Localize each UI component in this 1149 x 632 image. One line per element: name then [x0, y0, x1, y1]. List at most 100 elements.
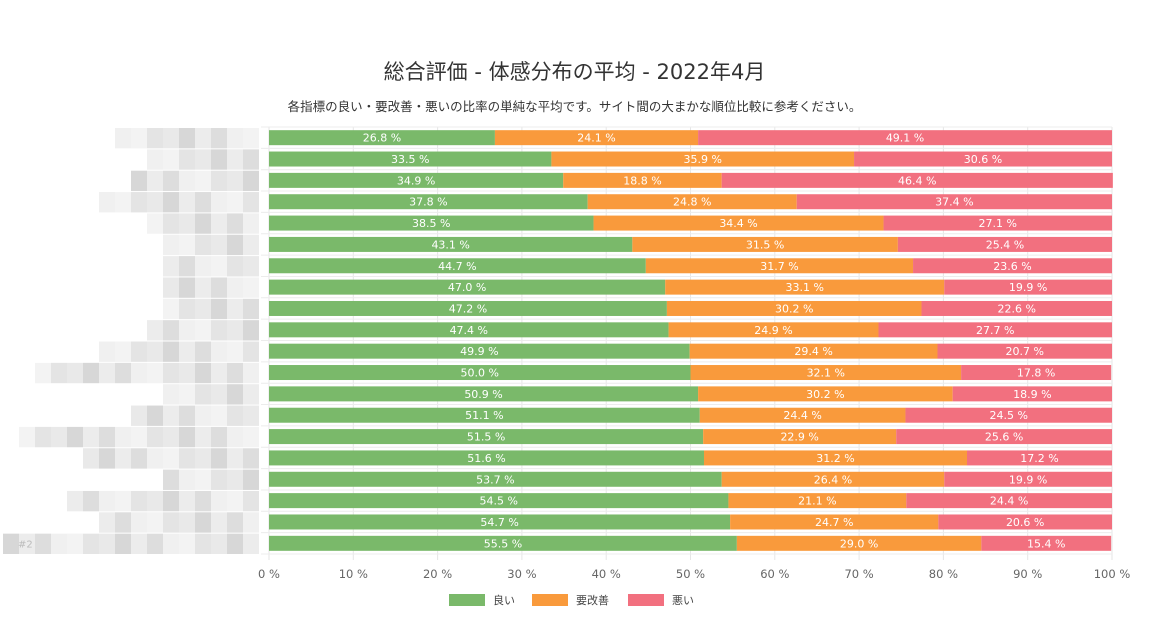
category-label-mask: [67, 490, 83, 512]
bar-segment: [269, 429, 704, 445]
category-label-mask: [131, 341, 147, 362]
bar-value-label: 30.2 %: [806, 388, 844, 401]
category-label-mask: [195, 320, 211, 341]
x-tick-label: 100 %: [1094, 567, 1131, 581]
bar-value-label: 21.1 %: [798, 495, 836, 508]
bar-segment: [645, 258, 914, 274]
category-label-mask: [227, 426, 243, 448]
category-label-mask: [67, 533, 83, 554]
category-label-mask: [195, 170, 211, 192]
category-label-mask: [195, 362, 211, 384]
category-label-mask: [131, 512, 147, 533]
category-label-mask: [179, 362, 195, 384]
category-label-mask: [211, 192, 227, 213]
bar-value-label: 24.4 %: [783, 409, 821, 422]
bar-value-label: 50.9 %: [464, 388, 502, 401]
bar-segment: [896, 429, 1112, 445]
category-label-mask: [147, 448, 163, 469]
bar-segment: [897, 236, 1112, 252]
legend: 良い 要改善 悪い: [449, 593, 694, 607]
bar-segment: [269, 236, 633, 252]
bar-segment: [730, 514, 939, 530]
category-label-mask: [179, 277, 195, 298]
category-label-mask: [179, 128, 195, 149]
category-label-mask: [195, 448, 211, 469]
bar-value-label: 47.4 %: [450, 324, 488, 337]
category-label-mask: [83, 448, 99, 469]
bar-value-label: 15.4 %: [1027, 537, 1065, 550]
x-tick-label: 70 %: [844, 567, 873, 581]
bar-value-label: 24.4 %: [990, 495, 1028, 508]
x-tick-label: 10 %: [339, 567, 368, 581]
category-label-mask: [227, 405, 243, 426]
bar-segment: [269, 450, 704, 466]
category-label-mask: [131, 170, 147, 192]
category-label-mask: [163, 405, 179, 426]
category-label-mask: [99, 490, 115, 512]
category-label-mask: [243, 213, 259, 234]
category-label-mask: [179, 170, 195, 192]
bar-segment: [269, 365, 691, 381]
bar-segment: [878, 322, 1112, 338]
legend-item: 良い: [449, 593, 515, 607]
bar-value-label: 44.7 %: [438, 260, 476, 273]
category-label-mask: [195, 512, 211, 533]
category-label-mask: [131, 362, 147, 384]
bar-value-label: 54.7 %: [480, 516, 518, 529]
category-label-mask: [163, 533, 179, 554]
category-label-mask: [147, 512, 163, 533]
bar-value-label: 50.0 %: [461, 367, 499, 380]
category-label-mask: [131, 448, 147, 469]
category-label-mask: [51, 533, 67, 554]
category-label-mask: [227, 533, 243, 554]
category-label-mask: [243, 170, 259, 192]
category-label-mask: [115, 448, 131, 469]
bar-segment: [666, 300, 922, 316]
bar-segment: [494, 130, 699, 146]
bar-segment: [883, 215, 1112, 231]
bar-value-label: 46.4 %: [898, 174, 936, 187]
category-label-mask: [115, 362, 131, 384]
category-label-mask: [227, 213, 243, 234]
bar-value-label: 37.8 %: [409, 196, 447, 209]
category-label-mask: [243, 469, 259, 490]
category-label-mask: [131, 533, 147, 554]
bar-value-label: 24.5 %: [990, 409, 1028, 422]
bar-segment: [699, 407, 906, 423]
category-label-mask: [195, 213, 211, 234]
chart-subtitle: 各指標の良い・要改善・悪いの比率の単純な平均です。サイト間の大まかな順位比較に参…: [287, 99, 862, 114]
category-label-mask: [179, 256, 195, 277]
bar-segment: [905, 407, 1112, 423]
category-label-mask: [227, 469, 243, 490]
category-label-mask: [211, 170, 227, 192]
category-label-mask: [147, 405, 163, 426]
category-label-mask: [243, 341, 259, 362]
category-label-mask: [51, 362, 67, 384]
category-label-mask: [227, 170, 243, 192]
category-label-mask: [227, 490, 243, 512]
bar-segment: [269, 194, 588, 210]
category-label-mask: [179, 405, 195, 426]
bar-segment: [551, 151, 855, 167]
category-label-mask: [147, 490, 163, 512]
category-label-mask: [243, 384, 259, 405]
bar-segment: [269, 407, 700, 423]
bar-value-label: 19.9 %: [1009, 473, 1047, 486]
bar-value-label: 18.8 %: [623, 174, 661, 187]
category-label-mask: [147, 192, 163, 213]
bar-segment: [665, 279, 945, 295]
category-label-mask: [227, 384, 243, 405]
category-label-mask: [243, 362, 259, 384]
bar-segment: [269, 535, 737, 551]
category-label-mask: [227, 277, 243, 298]
category-label-mask: [243, 298, 259, 320]
category-label-mask: [195, 256, 211, 277]
category-label-mask: [163, 149, 179, 170]
bar-value-label: 23.6 %: [993, 260, 1031, 273]
category-label-mask: [211, 405, 227, 426]
bar-segment: [269, 151, 552, 167]
legend-swatch: [628, 594, 664, 606]
bar-segment: [854, 151, 1112, 167]
bar-segment: [796, 194, 1112, 210]
bar-segment: [269, 343, 690, 359]
